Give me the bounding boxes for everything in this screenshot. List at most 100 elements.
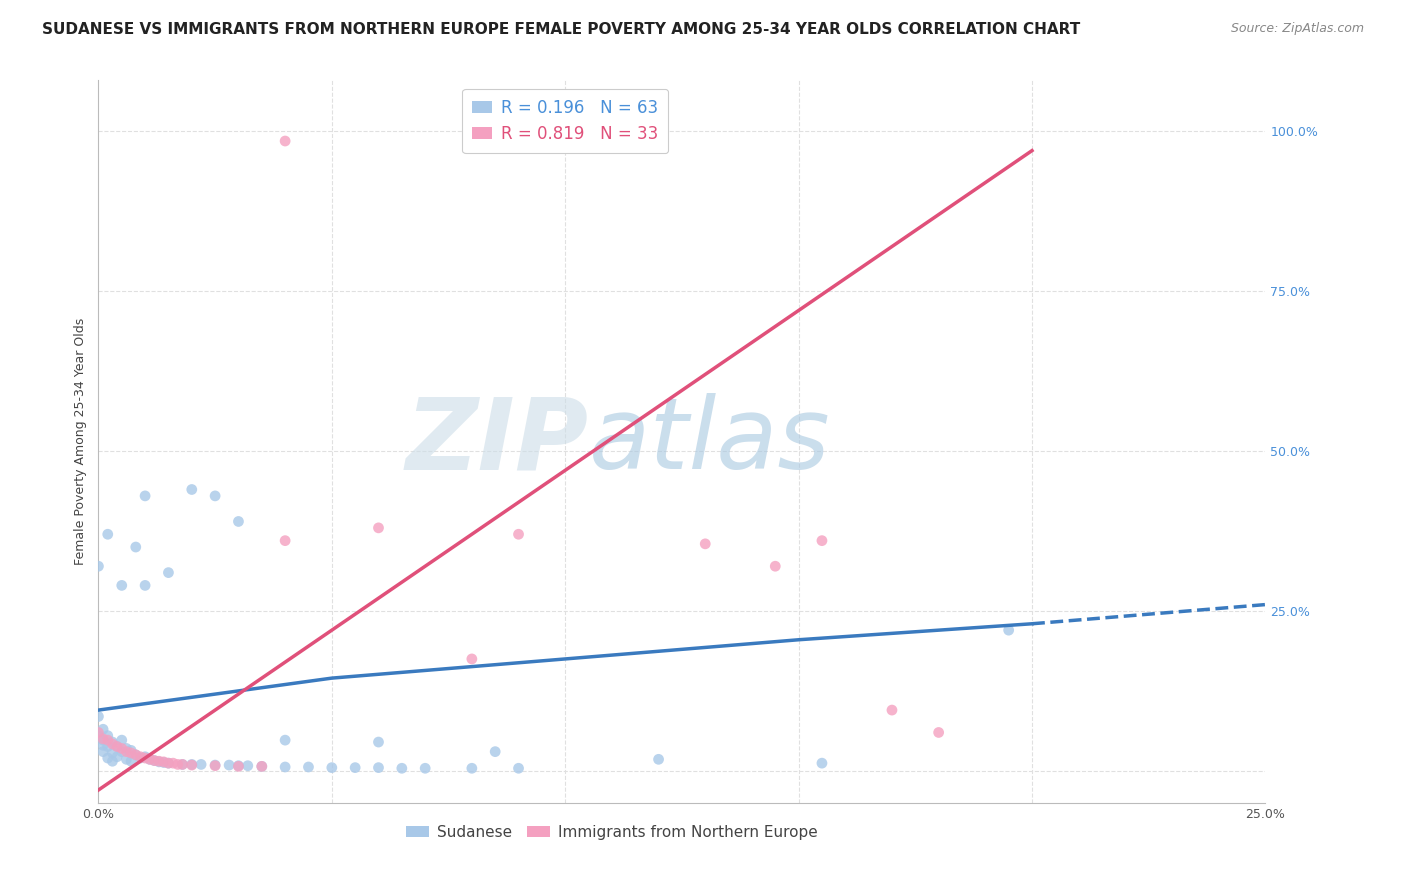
Point bbox=[647, 752, 669, 766]
Point bbox=[204, 758, 226, 772]
Point bbox=[91, 723, 114, 737]
Y-axis label: Female Poverty Among 25-34 Year Olds: Female Poverty Among 25-34 Year Olds bbox=[75, 318, 87, 566]
Point bbox=[105, 739, 128, 754]
Point bbox=[274, 760, 297, 774]
Point bbox=[101, 754, 124, 768]
Point bbox=[87, 709, 110, 723]
Point bbox=[461, 652, 484, 666]
Point bbox=[928, 725, 950, 739]
Point bbox=[180, 757, 202, 772]
Point bbox=[811, 533, 834, 548]
Point bbox=[115, 745, 138, 759]
Point bbox=[157, 756, 180, 771]
Point bbox=[172, 757, 194, 772]
Point bbox=[157, 566, 180, 580]
Point bbox=[367, 521, 389, 535]
Point bbox=[880, 703, 903, 717]
Point bbox=[91, 731, 114, 746]
Point bbox=[218, 758, 240, 772]
Point bbox=[97, 751, 120, 765]
Point bbox=[274, 733, 297, 747]
Point bbox=[148, 754, 170, 768]
Point bbox=[97, 729, 120, 743]
Point bbox=[190, 757, 212, 772]
Point bbox=[152, 755, 174, 769]
Legend: Sudanese, Immigrants from Northern Europe: Sudanese, Immigrants from Northern Europ… bbox=[401, 819, 824, 846]
Point bbox=[143, 754, 166, 768]
Point bbox=[297, 760, 319, 774]
Point bbox=[695, 537, 717, 551]
Point bbox=[274, 533, 297, 548]
Point bbox=[139, 752, 162, 766]
Point bbox=[134, 578, 156, 592]
Point bbox=[125, 540, 148, 554]
Point bbox=[115, 741, 138, 756]
Point bbox=[344, 761, 367, 775]
Point bbox=[811, 756, 834, 771]
Point bbox=[91, 738, 114, 752]
Point bbox=[228, 515, 250, 529]
Point bbox=[87, 725, 110, 739]
Point bbox=[111, 578, 134, 592]
Point bbox=[125, 747, 148, 762]
Text: atlas: atlas bbox=[589, 393, 830, 490]
Point bbox=[166, 757, 188, 772]
Point bbox=[228, 758, 250, 772]
Point bbox=[120, 746, 142, 760]
Point bbox=[148, 755, 170, 769]
Point bbox=[129, 749, 152, 764]
Point bbox=[484, 745, 506, 759]
Point bbox=[115, 752, 138, 766]
Point bbox=[367, 735, 389, 749]
Point bbox=[111, 741, 134, 756]
Point bbox=[274, 134, 297, 148]
Point bbox=[250, 759, 273, 773]
Point bbox=[125, 747, 148, 762]
Point bbox=[143, 754, 166, 768]
Text: ZIP: ZIP bbox=[405, 393, 589, 490]
Point bbox=[157, 756, 180, 771]
Point bbox=[180, 758, 202, 772]
Point bbox=[172, 757, 194, 772]
Point bbox=[111, 733, 134, 747]
Point bbox=[87, 729, 110, 743]
Point bbox=[134, 489, 156, 503]
Point bbox=[97, 527, 120, 541]
Point bbox=[236, 758, 259, 772]
Point bbox=[228, 759, 250, 773]
Point bbox=[763, 559, 786, 574]
Point bbox=[120, 754, 142, 768]
Point bbox=[129, 751, 152, 765]
Point bbox=[391, 761, 413, 775]
Point bbox=[97, 733, 120, 747]
Point bbox=[139, 752, 162, 766]
Point bbox=[134, 751, 156, 765]
Text: SUDANESE VS IMMIGRANTS FROM NORTHERN EUROPE FEMALE POVERTY AMONG 25-34 YEAR OLDS: SUDANESE VS IMMIGRANTS FROM NORTHERN EUR… bbox=[42, 22, 1080, 37]
Point bbox=[91, 733, 114, 747]
Point bbox=[152, 756, 174, 770]
Point bbox=[101, 746, 124, 760]
Point bbox=[134, 749, 156, 764]
Point bbox=[997, 623, 1019, 637]
Point bbox=[508, 527, 530, 541]
Point bbox=[120, 743, 142, 757]
Point bbox=[321, 761, 343, 775]
Point bbox=[508, 761, 530, 775]
Point bbox=[105, 739, 128, 754]
Point bbox=[204, 758, 226, 772]
Point bbox=[250, 759, 273, 773]
Point bbox=[461, 761, 484, 775]
Point bbox=[91, 745, 114, 759]
Point bbox=[101, 735, 124, 749]
Point bbox=[180, 483, 202, 497]
Point bbox=[111, 745, 134, 759]
Point bbox=[204, 489, 226, 503]
Point bbox=[162, 756, 184, 771]
Point bbox=[87, 559, 110, 574]
Text: Source: ZipAtlas.com: Source: ZipAtlas.com bbox=[1230, 22, 1364, 36]
Point bbox=[367, 761, 389, 775]
Point bbox=[105, 749, 128, 764]
Point bbox=[97, 739, 120, 754]
Point bbox=[413, 761, 436, 775]
Point bbox=[101, 737, 124, 751]
